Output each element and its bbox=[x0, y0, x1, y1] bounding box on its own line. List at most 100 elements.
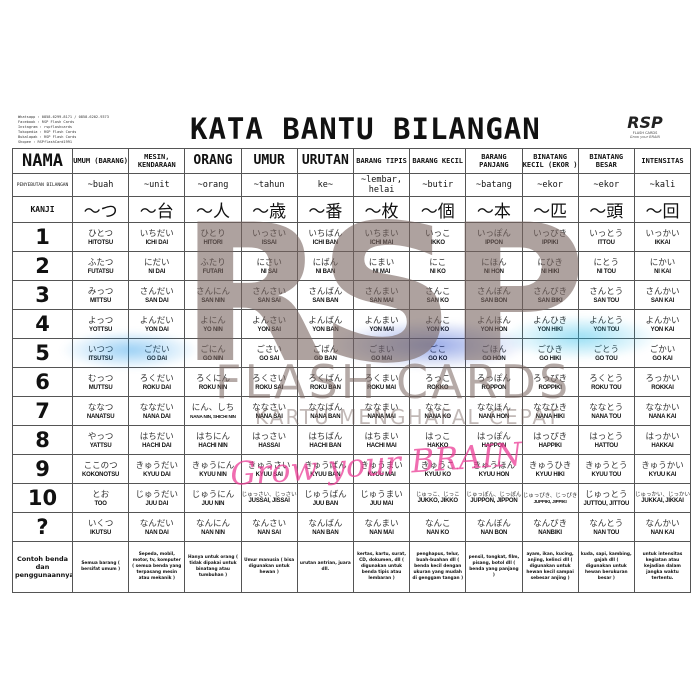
reading-cell: じゅっとう JUTTOU, JITTOU bbox=[577, 483, 635, 513]
romaji-reading: NANA SAI bbox=[255, 413, 283, 420]
contact-line: Instagram : rspflashcards bbox=[18, 125, 73, 129]
reading-cell: いちまい ICHI MAI bbox=[352, 222, 411, 252]
column-header: NAMA bbox=[12, 148, 73, 174]
romaji-reading: MITTSU bbox=[90, 297, 112, 304]
kana-reading: はちだい bbox=[139, 431, 174, 442]
reading-cell: ななとう NANA TOU bbox=[577, 396, 635, 426]
romaji-reading: YON HIKI bbox=[537, 326, 563, 333]
reading-cell: よんさい YON SAI bbox=[240, 309, 298, 339]
kana-reading: はっとう bbox=[589, 431, 624, 442]
kana-reading: にだい bbox=[144, 257, 170, 268]
kana-reading: いっぴき bbox=[533, 228, 568, 239]
romaji-reading: NANA NIN, SHICHI NIN bbox=[190, 414, 236, 419]
kana-reading: よんだい bbox=[139, 315, 174, 326]
romaji-reading: NI HON bbox=[484, 268, 504, 275]
kana-reading: さんにん bbox=[195, 286, 230, 297]
kana-reading: ごさい bbox=[256, 344, 282, 355]
kana-reading: いっぽん bbox=[476, 228, 511, 239]
kana-reading: ごこ bbox=[429, 344, 447, 355]
reading-cell: いっかい IKKAI bbox=[633, 222, 692, 252]
row-number: 10 bbox=[12, 483, 73, 513]
logo-sub: FLASH CARDS bbox=[632, 131, 658, 135]
romaji-reading: NAN KO bbox=[426, 529, 449, 536]
kana-reading: ごかい bbox=[649, 344, 676, 355]
romaji-reading: KYUU HON bbox=[478, 471, 510, 478]
romaji-reading: IPPON bbox=[485, 239, 503, 246]
romaji-reading: NI MAI bbox=[372, 268, 391, 275]
kana-reading: なんとう bbox=[589, 518, 624, 529]
kana-reading: にとう bbox=[593, 257, 620, 268]
romaji-reading: KYUU DAI bbox=[143, 471, 171, 478]
column-header: UMUM (BARANG) bbox=[71, 148, 130, 174]
reading-cell: ななこ NANA KO bbox=[409, 396, 467, 426]
row-label: KANJI bbox=[12, 196, 73, 223]
example-text: penghapus, telur, buah-buahan dll ( bend… bbox=[409, 541, 467, 593]
romaji-reading: JUU MAI bbox=[369, 500, 394, 507]
romaji-reading: JUTTOU, JITTOU bbox=[583, 500, 630, 507]
kana-reading: さんとう bbox=[589, 286, 624, 297]
romaji-reading: HAPPIKI bbox=[538, 442, 562, 449]
romaji-reading: ROKU SAI bbox=[255, 384, 284, 391]
romaji-reading: KYUU KAI bbox=[648, 471, 677, 478]
romaji-reading: JUKKAI, JIKKAI bbox=[641, 498, 684, 504]
romaji-reading: GO HIKI bbox=[539, 355, 561, 362]
reading-cell: ななまい NANA MAI bbox=[352, 396, 411, 426]
kana-reading: ごとう bbox=[593, 344, 620, 355]
romaji-reading: ROKU NIN bbox=[198, 384, 227, 391]
column-header: BINATANG BESAR bbox=[577, 148, 635, 174]
kana-reading: ふたり bbox=[200, 257, 226, 268]
counter-suffix: ~buah bbox=[71, 173, 130, 197]
kana-reading: ななだい bbox=[139, 402, 174, 413]
reading-cell: なんばん NAN BAN bbox=[296, 512, 354, 542]
reading-cell: ごまい GO MAI bbox=[352, 338, 411, 368]
reading-cell: ろくまい ROKU MAI bbox=[352, 367, 411, 397]
reading-cell: ごひき GO HIKI bbox=[521, 338, 579, 368]
romaji-reading: NAN TOU bbox=[593, 529, 620, 536]
number-row: 7 ななつ NANATSU ななだい NANA DAI にん、しち NANA NIN, SH… bbox=[12, 396, 692, 426]
row-number: 7 bbox=[12, 396, 73, 426]
reading-cell: ろくばん ROKU BAN bbox=[296, 367, 354, 397]
kana-reading: いっとう bbox=[589, 228, 624, 239]
number-row: 3 みっつ MITTSU さんだい SAN DAI さんにん SAN NIN さんさい SAN … bbox=[12, 280, 692, 310]
reading-cell: はちだい HACHI DAI bbox=[128, 425, 186, 455]
romaji-reading: YON HON bbox=[480, 326, 508, 333]
kana-reading: ろくばん bbox=[308, 373, 343, 384]
kana-reading: にばん bbox=[312, 257, 339, 268]
romaji-reading: HITORI bbox=[203, 239, 223, 246]
number-row: ? いくつ IKUTSU なんだい NAN DAI なんにん NAN NIN なんさい NAN … bbox=[12, 512, 692, 542]
counter-suffix: ~ekor bbox=[521, 173, 579, 197]
kana-reading: さんだい bbox=[139, 286, 174, 297]
row-label: PENYEBUTAN BILANGAN bbox=[12, 173, 73, 197]
romaji-reading: NI TOU bbox=[596, 268, 616, 275]
romaji-reading: YON BAN bbox=[312, 326, 339, 333]
romaji-reading: NANBIKI bbox=[538, 529, 562, 536]
kana-reading: きゅうひき bbox=[528, 460, 572, 471]
kana-reading: きゅうまい bbox=[360, 460, 403, 471]
reading-cell: よんまい YON MAI bbox=[352, 309, 411, 339]
romaji-reading: JUU NIN bbox=[201, 500, 225, 507]
romaji-reading: ROKU TOU bbox=[591, 384, 622, 391]
number-row: 5 いつつ ITSUTSU ごだい GO DAI ごにん GO NIN ごさい GO SAI ごば… bbox=[12, 338, 692, 368]
reading-cell: みっつ MITTSU bbox=[71, 280, 130, 310]
reading-cell: なんまい NAN MAI bbox=[352, 512, 411, 542]
reading-cell: よんこ YON KO bbox=[409, 309, 467, 339]
romaji-reading: KYUU HIKI bbox=[535, 471, 565, 478]
romaji-reading: GO BAN bbox=[313, 355, 337, 362]
examples-row: Contoh benda dan penggunaannya Semua bara… bbox=[12, 541, 692, 593]
romaji-reading: HASSAI bbox=[258, 442, 280, 449]
reading-cell: はっかい HAKKAI bbox=[633, 425, 692, 455]
romaji-reading: ICHI MAI bbox=[369, 239, 394, 246]
reading-cell: はちばん HACHI BAN bbox=[296, 425, 354, 455]
kana-reading: じゅっぽん、じっぽん bbox=[466, 492, 522, 498]
row-number: 5 bbox=[12, 338, 73, 368]
kana-reading: じゅうだい bbox=[135, 489, 179, 500]
contact-line: Shopee : RSPflashCard1991 bbox=[18, 140, 73, 144]
romaji-reading: FUTARI bbox=[202, 268, 224, 275]
kana-reading: はちまい bbox=[364, 431, 399, 442]
kana-reading: ごばん bbox=[312, 344, 339, 355]
romaji-reading: YON KO bbox=[426, 326, 449, 333]
reading-cell: にこ NI KO bbox=[409, 251, 467, 281]
romaji-reading: HITOTSU bbox=[88, 239, 113, 246]
column-header: BINATANG KECIL (EKOR ) bbox=[521, 148, 579, 174]
romaji-reading: ROKKAI bbox=[651, 384, 674, 391]
